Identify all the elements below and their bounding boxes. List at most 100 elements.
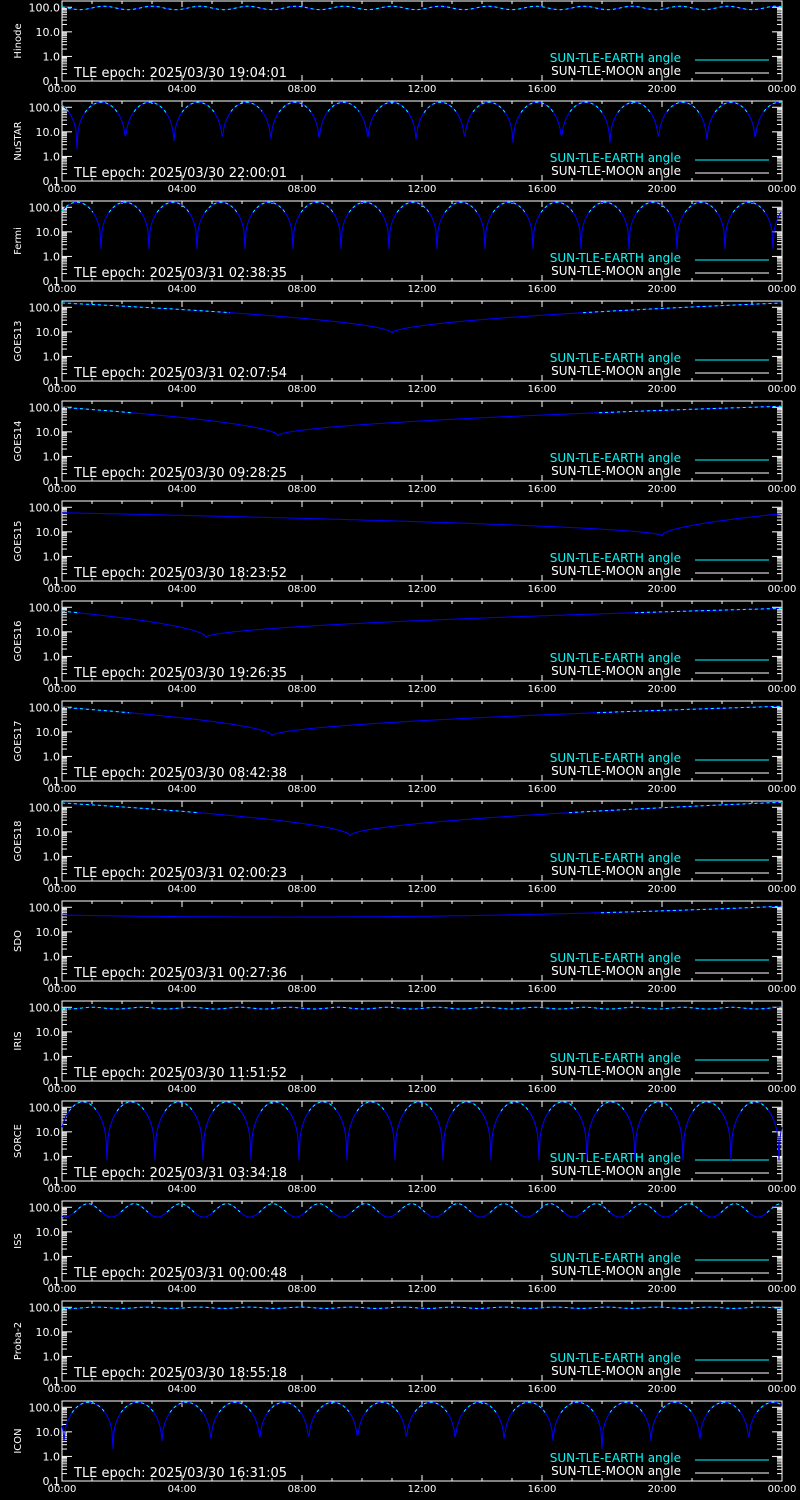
legend-earth-label: SUN-TLE-EARTH angle [550,1451,681,1465]
y-tick-label: 10.0 [36,926,61,939]
y-tick-label: 1.0 [43,250,61,263]
angle-curve-highlight [601,905,782,914]
x-tick-label: 16:00 [528,484,557,495]
angle-curve-highlight [61,302,783,314]
y-tick-label: 0.1 [43,1375,61,1388]
x-tick-label: 00:00 [48,1484,77,1495]
tle-epoch: TLE epoch: 2025/03/31 03:34:18 [73,1166,287,1181]
x-tick-label: 20:00 [648,984,677,995]
angle-curve [61,101,783,150]
x-tick-label: 00:00 [48,884,77,895]
x-tick-label: 16:00 [528,384,557,395]
x-tick-label: 08:00 [288,484,317,495]
x-tick-label: 20:00 [648,784,677,795]
y-tick-label: 100.0 [29,201,61,214]
y-tick-label: 1.0 [43,1050,61,1063]
angle-curve-highlight [61,1306,783,1309]
y-tick-label: 10.0 [36,1326,61,1339]
legend-moon-label: SUN-TLE-MOON angle [551,1064,681,1078]
legend-moon-label: SUN-TLE-MOON angle [551,964,681,978]
panel-goes14: 100.010.01.00.100:00 04:00 08:00 12:00 16:00… [13,400,796,495]
legend-earth-label: SUN-TLE-EARTH angle [550,751,681,765]
x-tick-label: 16:00 [528,784,557,795]
x-tick-label: 08:00 [288,884,317,895]
x-tick-label: 00:00 [48,384,77,395]
legend-moon-label: SUN-TLE-MOON angle [551,1264,681,1278]
x-tick-label: 00:00 [48,84,77,95]
legend-earth-label: SUN-TLE-EARTH angle [550,851,681,865]
x-tick-label: 20:00 [648,1184,677,1195]
y-tick-label: 100.0 [29,801,61,814]
angle-curve [61,201,783,250]
x-tick-label: 16:00 [528,184,557,195]
y-tick-label: 1.0 [43,550,61,563]
tle-epoch: TLE epoch: 2025/03/31 00:27:36 [73,966,287,981]
legend-earth-label: SUN-TLE-EARTH angle [550,1251,681,1265]
angle-curve-highlight [61,201,783,213]
tle-epoch: TLE epoch: 2025/03/30 16:31:05 [73,1466,287,1481]
y-tick-label: 0.1 [43,1275,61,1288]
x-tick-label: 00:00 [48,284,77,295]
y-tick-label: 100.0 [29,401,61,414]
x-tick-label: 16:00 [528,884,557,895]
satellite-label: Fermi [13,227,24,255]
legend-earth-label: SUN-TLE-EARTH angle [550,951,681,965]
angle-curve [62,512,783,537]
angle-curve [62,705,782,737]
x-tick-label: 04:00 [168,284,197,295]
x-tick-label: 04:00 [168,84,197,95]
x-tick-label: 00:00 [48,584,77,595]
y-tick-label: 100.0 [29,601,61,614]
y-tick-label: 0.1 [43,275,61,288]
y-tick-label: 10.0 [36,1426,61,1439]
panel-sorce: 100.010.01.00.100:00 04:00 08:00 12:00 16:00… [13,1100,796,1195]
x-tick-label: 04:00 [168,584,197,595]
x-tick-label: 20:00 [648,284,677,295]
x-tick-label: 20:00 [648,1384,677,1395]
x-tick-label: 08:00 [288,584,317,595]
x-tick-label: 08:00 [288,1184,317,1195]
legend-earth-label: SUN-TLE-EARTH angle [550,351,681,365]
tle-epoch: TLE epoch: 2025/03/30 22:00:01 [73,166,287,181]
x-tick-label: 12:00 [408,584,437,595]
x-tick-label: 20:00 [648,384,677,395]
satellite-label: GOES18 [13,820,24,861]
x-tick-label: 00:00 [768,884,797,895]
tle-epoch: TLE epoch: 2025/03/30 18:23:52 [73,566,287,581]
y-tick-label: 0.1 [43,675,61,688]
y-tick-label: 1.0 [43,350,61,363]
x-tick-label: 00:00 [48,1284,77,1295]
x-tick-label: 16:00 [528,1284,557,1295]
satellite-label: GOES16 [13,620,24,661]
y-tick-label: 1.0 [43,950,61,963]
panel-proba-2: 100.010.01.00.100:00 04:00 08:00 12:00 16:00… [13,1300,796,1395]
y-tick-label: 10.0 [36,1026,61,1039]
x-tick-label: 04:00 [168,1484,197,1495]
satellite-label: GOES14 [13,420,24,461]
x-tick-label: 20:00 [648,1484,677,1495]
x-tick-label: 16:00 [528,984,557,995]
angle-curve-highlight [62,405,782,414]
x-tick-label: 04:00 [168,984,197,995]
x-tick-label: 04:00 [168,1384,197,1395]
x-tick-label: 20:00 [648,1284,677,1295]
x-tick-label: 12:00 [408,384,437,395]
panel-icon: 100.010.01.00.100:00 04:00 08:00 12:00 16:00… [13,1400,796,1495]
x-tick-label: 08:00 [288,84,317,95]
x-tick-label: 04:00 [168,184,197,195]
x-tick-label: 12:00 [408,984,437,995]
legend-earth-label: SUN-TLE-EARTH angle [550,1151,681,1165]
tle-epoch: TLE epoch: 2025/03/30 08:42:38 [73,766,287,781]
x-tick-label: 12:00 [408,184,437,195]
x-tick-label: 04:00 [168,784,197,795]
y-tick-label: 1.0 [43,1450,61,1463]
y-tick-label: 1.0 [43,750,61,763]
x-tick-label: 20:00 [648,484,677,495]
panel-iss: 100.010.01.00.100:00 04:00 08:00 12:00 16:00… [13,1200,796,1295]
y-tick-label: 1.0 [43,150,61,163]
x-tick-label: 12:00 [408,1284,437,1295]
x-tick-label: 12:00 [408,1084,437,1095]
x-tick-label: 00:00 [768,184,797,195]
y-tick-label: 1.0 [43,50,61,63]
satellite-label: NuSTAR [13,121,24,160]
